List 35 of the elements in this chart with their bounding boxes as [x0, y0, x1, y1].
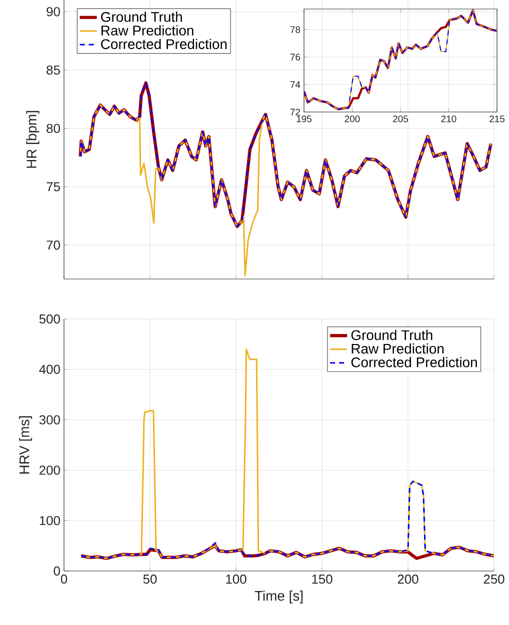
y-tick-label: 400 [39, 364, 60, 374]
y-tick-label: 500 [39, 314, 60, 324]
x-tick-label: 250 [484, 574, 504, 584]
y-tick-label: 0 [54, 566, 60, 576]
y-tick-label: 75 [46, 182, 60, 192]
y-axis-title: HR [bpm] [26, 111, 40, 168]
y-tick-label: 100 [40, 516, 60, 526]
y-tick-label: 72 [290, 108, 300, 116]
x-tick-label: 210 [441, 116, 456, 122]
x-tick-label: 205 [393, 116, 408, 122]
legend-label: Ground Truth [351, 330, 432, 340]
x-tick-label: 100 [226, 574, 246, 584]
x-axis-title: Time [s] [254, 590, 303, 604]
y-tick-label: 200 [40, 466, 60, 475]
legend-label: Corrected Prediction [351, 357, 477, 368]
x-tick-label: 150 [312, 574, 332, 584]
x-tick-label: 0 [60, 574, 68, 584]
y-tick-label: 300 [39, 415, 60, 424]
legend-label: Ground Truth [101, 12, 182, 22]
legend-label: Raw Prediction [102, 25, 194, 36]
x-tick-label: 195 [296, 116, 312, 122]
y-tick-label: 90 [46, 7, 60, 16]
y-tick-label: 74 [290, 81, 300, 88]
x-tick-label: 215 [490, 116, 505, 122]
y-axis-title: HRV [ms] [19, 416, 32, 474]
y-tick-label: 85 [46, 65, 60, 75]
x-tick-label: 50 [143, 574, 157, 584]
y-tick-label: 76 [290, 54, 300, 60]
y-tick-label: 78 [290, 26, 300, 33]
x-tick-label: 200 [398, 574, 418, 584]
y-tick-label: 70 [46, 240, 60, 250]
x-tick-label: 200 [344, 116, 360, 122]
legend-label: Raw Prediction [352, 343, 444, 354]
y-tick-label: 80 [46, 124, 60, 133]
legend-label: Corrected Prediction [101, 38, 227, 50]
